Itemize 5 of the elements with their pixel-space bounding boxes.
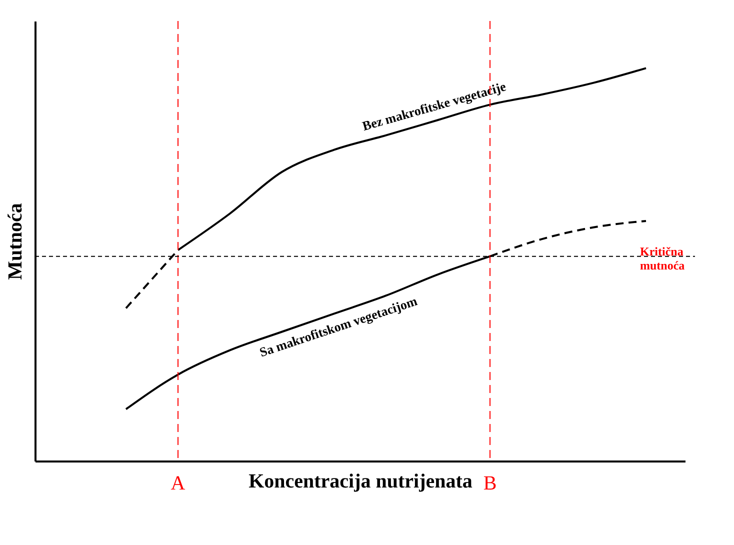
ref-line-label: Kritična mutnoća: [640, 244, 685, 272]
x-axis-title: Koncentracija nutrijenata: [248, 470, 472, 492]
x-tick-label: B: [483, 472, 497, 494]
y-axis-title: Mutnoća: [4, 203, 26, 280]
x-tick-label: A: [170, 472, 186, 494]
